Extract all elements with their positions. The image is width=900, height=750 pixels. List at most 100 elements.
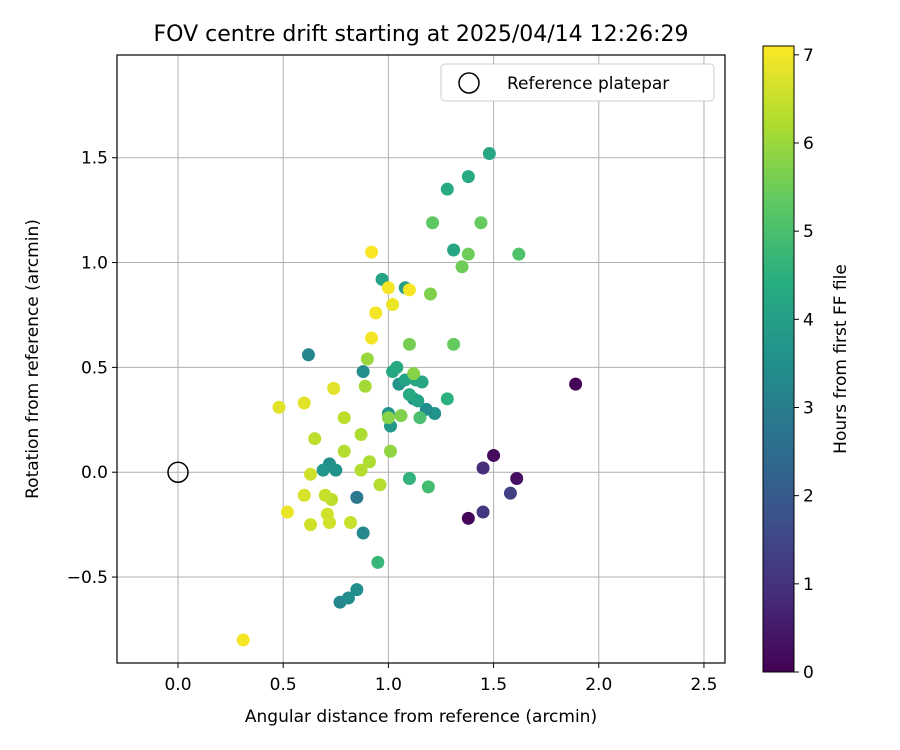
data-point bbox=[487, 448, 501, 462]
data-point bbox=[320, 507, 334, 521]
data-point bbox=[394, 409, 408, 423]
y-tick-label: 0.5 bbox=[81, 358, 108, 378]
x-tick-label: 0.5 bbox=[270, 675, 297, 695]
data-point bbox=[381, 281, 395, 295]
x-axis-ticks: 0.0 0.5 1.0 1.5 2.0 2.5 bbox=[164, 663, 717, 695]
x-tick-label: 1.5 bbox=[480, 675, 507, 695]
data-point bbox=[461, 170, 475, 184]
data-point bbox=[390, 360, 404, 374]
data-point bbox=[301, 348, 315, 362]
data-point bbox=[461, 511, 475, 525]
data-point bbox=[476, 461, 490, 475]
data-point bbox=[329, 463, 343, 477]
data-points bbox=[236, 147, 583, 647]
data-point bbox=[510, 472, 524, 486]
y-tick-label: 1.0 bbox=[81, 254, 108, 274]
data-point bbox=[402, 337, 416, 351]
data-point bbox=[402, 472, 416, 486]
data-point bbox=[280, 505, 294, 519]
data-point bbox=[421, 480, 435, 494]
colorbar-tick-label: 5 bbox=[803, 222, 814, 242]
data-point bbox=[411, 394, 425, 408]
y-axis-label: Rotation from reference (arcmin) bbox=[23, 219, 43, 499]
data-point bbox=[365, 331, 379, 345]
data-point bbox=[304, 518, 318, 532]
data-point bbox=[386, 297, 400, 311]
data-point bbox=[569, 377, 583, 391]
data-point bbox=[373, 478, 387, 492]
data-point bbox=[337, 444, 351, 458]
data-point bbox=[407, 367, 421, 381]
data-point bbox=[482, 147, 496, 161]
colorbar-label: Hours from first FF file bbox=[831, 264, 851, 454]
data-point bbox=[356, 526, 370, 540]
colorbar-tick-label: 6 bbox=[803, 134, 814, 154]
data-point bbox=[440, 392, 454, 406]
reference-marker bbox=[167, 461, 189, 483]
y-axis-ticks: −0.5 0.0 0.5 1.0 1.5 bbox=[67, 149, 117, 588]
data-point bbox=[383, 444, 397, 458]
data-point bbox=[297, 396, 311, 410]
data-point bbox=[316, 463, 330, 477]
data-point bbox=[236, 633, 250, 647]
colorbar-tick-label: 1 bbox=[803, 575, 814, 595]
data-point bbox=[413, 411, 427, 425]
data-point bbox=[341, 591, 355, 605]
data-point bbox=[350, 583, 364, 597]
data-point bbox=[476, 505, 490, 519]
x-tick-label: 2.0 bbox=[585, 675, 612, 695]
data-point bbox=[350, 490, 364, 504]
grid-lines bbox=[117, 55, 725, 663]
data-point bbox=[415, 375, 429, 389]
colorbar-tick-label: 0 bbox=[803, 663, 814, 683]
data-point bbox=[369, 306, 383, 320]
data-point bbox=[402, 283, 416, 297]
colorbar-tick-label: 3 bbox=[803, 398, 814, 418]
data-point bbox=[426, 216, 440, 230]
legend-entry-reference: Reference platepar bbox=[507, 74, 669, 94]
data-point bbox=[381, 411, 395, 425]
data-point bbox=[318, 488, 332, 502]
data-point bbox=[354, 427, 368, 441]
data-point bbox=[512, 247, 526, 261]
data-point bbox=[447, 337, 461, 351]
data-point bbox=[356, 365, 370, 379]
colorbar-tick-label: 2 bbox=[803, 487, 814, 507]
legend-box bbox=[440, 63, 715, 102]
data-point bbox=[354, 463, 368, 477]
colorbar-gradient bbox=[762, 45, 795, 673]
legend: Reference platepar bbox=[440, 63, 715, 102]
chart-title: FOV centre drift starting at 2025/04/14 … bbox=[154, 22, 689, 47]
data-point bbox=[371, 555, 385, 569]
plot-frame bbox=[116, 54, 726, 664]
legend-reference-marker bbox=[458, 72, 480, 94]
data-point bbox=[327, 381, 341, 395]
x-tick-label: 1.0 bbox=[375, 675, 402, 695]
x-tick-label: 2.5 bbox=[690, 675, 717, 695]
colorbar-tick-label: 7 bbox=[803, 46, 814, 66]
colorbar: 0 1 2 3 4 5 6 7 Hours from first FF file bbox=[762, 45, 851, 683]
data-point bbox=[447, 243, 461, 257]
data-point bbox=[455, 260, 469, 274]
data-point bbox=[365, 245, 379, 259]
data-point bbox=[474, 216, 488, 230]
data-point bbox=[503, 486, 517, 500]
colorbar-tick-label: 4 bbox=[803, 310, 814, 330]
data-point bbox=[358, 379, 372, 393]
y-tick-label: 0.0 bbox=[81, 463, 108, 483]
data-point bbox=[461, 247, 475, 261]
data-point bbox=[344, 516, 358, 530]
data-point bbox=[337, 411, 351, 425]
y-tick-label: −0.5 bbox=[67, 568, 108, 588]
data-point bbox=[297, 488, 311, 502]
data-point bbox=[423, 287, 437, 301]
data-point bbox=[304, 467, 318, 481]
data-point bbox=[308, 432, 322, 446]
colorbar-ticks: 0 1 2 3 4 5 6 7 bbox=[794, 46, 814, 683]
data-point bbox=[272, 400, 286, 414]
data-point bbox=[362, 455, 376, 469]
data-point bbox=[440, 182, 454, 196]
x-axis-label: Angular distance from reference (arcmin) bbox=[245, 707, 597, 727]
data-point bbox=[360, 352, 374, 366]
